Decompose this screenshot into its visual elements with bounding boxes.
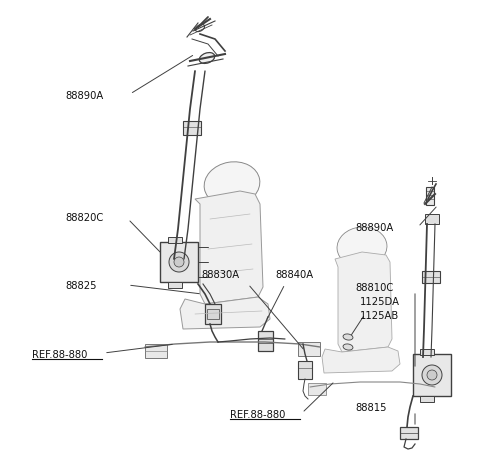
Bar	[308, 383, 326, 395]
Bar	[160, 243, 198, 283]
Ellipse shape	[343, 334, 353, 340]
Bar	[168, 238, 182, 243]
Ellipse shape	[337, 228, 387, 268]
Bar	[426, 187, 434, 206]
Text: 88890A: 88890A	[355, 222, 393, 233]
Text: 1125DA: 1125DA	[360, 296, 400, 306]
Bar	[420, 349, 434, 355]
Text: 88890A: 88890A	[65, 91, 103, 101]
Bar	[298, 361, 312, 379]
PathPatch shape	[180, 298, 270, 329]
Text: REF.88-880: REF.88-880	[32, 349, 87, 359]
Ellipse shape	[204, 162, 260, 207]
Bar	[413, 354, 451, 396]
Bar	[168, 283, 182, 288]
Bar	[298, 342, 320, 356]
Ellipse shape	[174, 258, 184, 268]
Text: 88825: 88825	[65, 280, 96, 290]
Bar	[145, 344, 167, 358]
Text: 88830A: 88830A	[202, 269, 240, 279]
Bar	[207, 309, 219, 319]
Text: 88810C: 88810C	[355, 283, 393, 293]
Text: REF.88-880: REF.88-880	[230, 409, 286, 419]
Ellipse shape	[169, 253, 189, 273]
Text: 1125AB: 1125AB	[360, 310, 399, 320]
Bar	[258, 331, 273, 351]
PathPatch shape	[322, 347, 400, 373]
Ellipse shape	[199, 53, 215, 64]
Text: 88840A: 88840A	[275, 269, 313, 279]
Bar	[425, 214, 439, 224]
PathPatch shape	[335, 253, 392, 352]
Bar	[420, 396, 434, 402]
Text: 88820C: 88820C	[65, 212, 103, 222]
Bar	[183, 122, 201, 136]
Text: 88815: 88815	[355, 402, 386, 412]
PathPatch shape	[195, 192, 263, 304]
Bar	[418, 381, 436, 393]
Ellipse shape	[427, 370, 437, 380]
Ellipse shape	[343, 344, 353, 350]
Bar	[205, 304, 221, 324]
Bar	[422, 271, 440, 283]
Bar	[400, 427, 418, 439]
Ellipse shape	[422, 365, 442, 385]
